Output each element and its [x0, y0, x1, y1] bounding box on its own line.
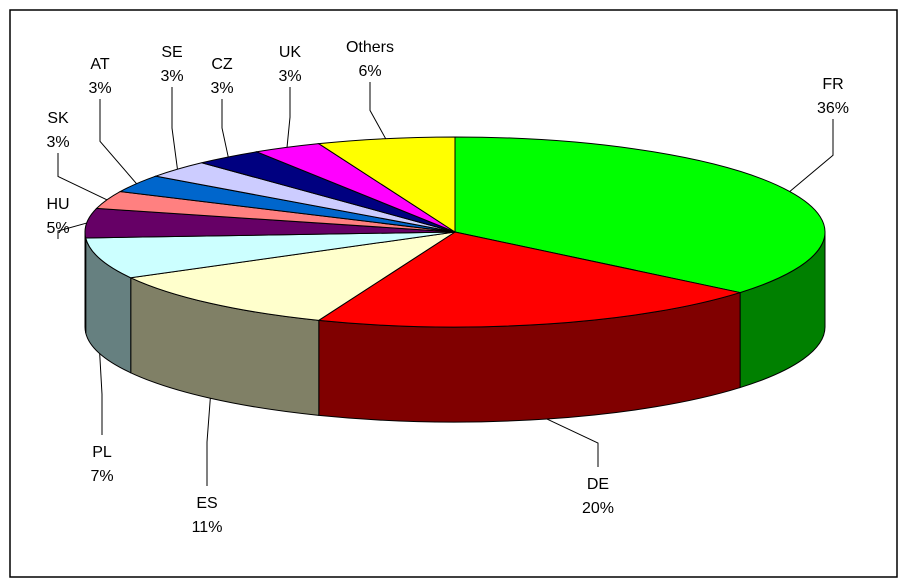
- category-label: AT: [90, 56, 109, 73]
- value-label: 3%: [210, 80, 233, 97]
- leader-line: [286, 87, 291, 148]
- value-label: 5%: [46, 220, 69, 237]
- category-label: PL: [92, 444, 112, 461]
- category-label: DE: [587, 476, 609, 493]
- category-label: SK: [47, 110, 69, 127]
- slice: [85, 231, 456, 279]
- slice: [317, 231, 743, 328]
- category-label: ES: [196, 495, 217, 512]
- slice-side: [84, 231, 87, 334]
- value-label: 11%: [192, 519, 223, 536]
- value-label: 3%: [160, 68, 183, 85]
- leader-line: [206, 398, 211, 486]
- category-label: Others: [346, 39, 394, 56]
- leader-line: [99, 99, 137, 184]
- frame: [9, 9, 898, 578]
- leader-line: [99, 353, 103, 435]
- leader-line: [789, 119, 834, 192]
- leader-line: [221, 99, 229, 158]
- value-label: 36%: [817, 100, 849, 117]
- category-label: CZ: [211, 56, 233, 73]
- value-label: 6%: [358, 63, 381, 80]
- slice: [129, 231, 456, 321]
- tops: [84, 136, 826, 328]
- slice: [317, 136, 456, 233]
- value-label: 3%: [278, 68, 301, 85]
- category-label: UK: [279, 44, 302, 61]
- leader-line: [369, 82, 387, 139]
- value-label: 3%: [88, 80, 111, 97]
- leader-line: [57, 153, 108, 201]
- labels: FR 36% DE 20% ES 11% PL 7% HU 5% SK 3% AT 3% SE 3% CZ 3% U…: [46, 39, 849, 536]
- leader-line: [57, 222, 87, 239]
- leader-line: [171, 87, 178, 170]
- value-label: 20%: [582, 500, 614, 517]
- category-label: SE: [161, 44, 182, 61]
- value-label: 3%: [46, 134, 69, 151]
- slice: [454, 136, 826, 294]
- category-label: FR: [822, 76, 843, 93]
- value-label: 7%: [90, 468, 113, 485]
- leader-line: [546, 418, 599, 467]
- category-label: HU: [46, 196, 69, 213]
